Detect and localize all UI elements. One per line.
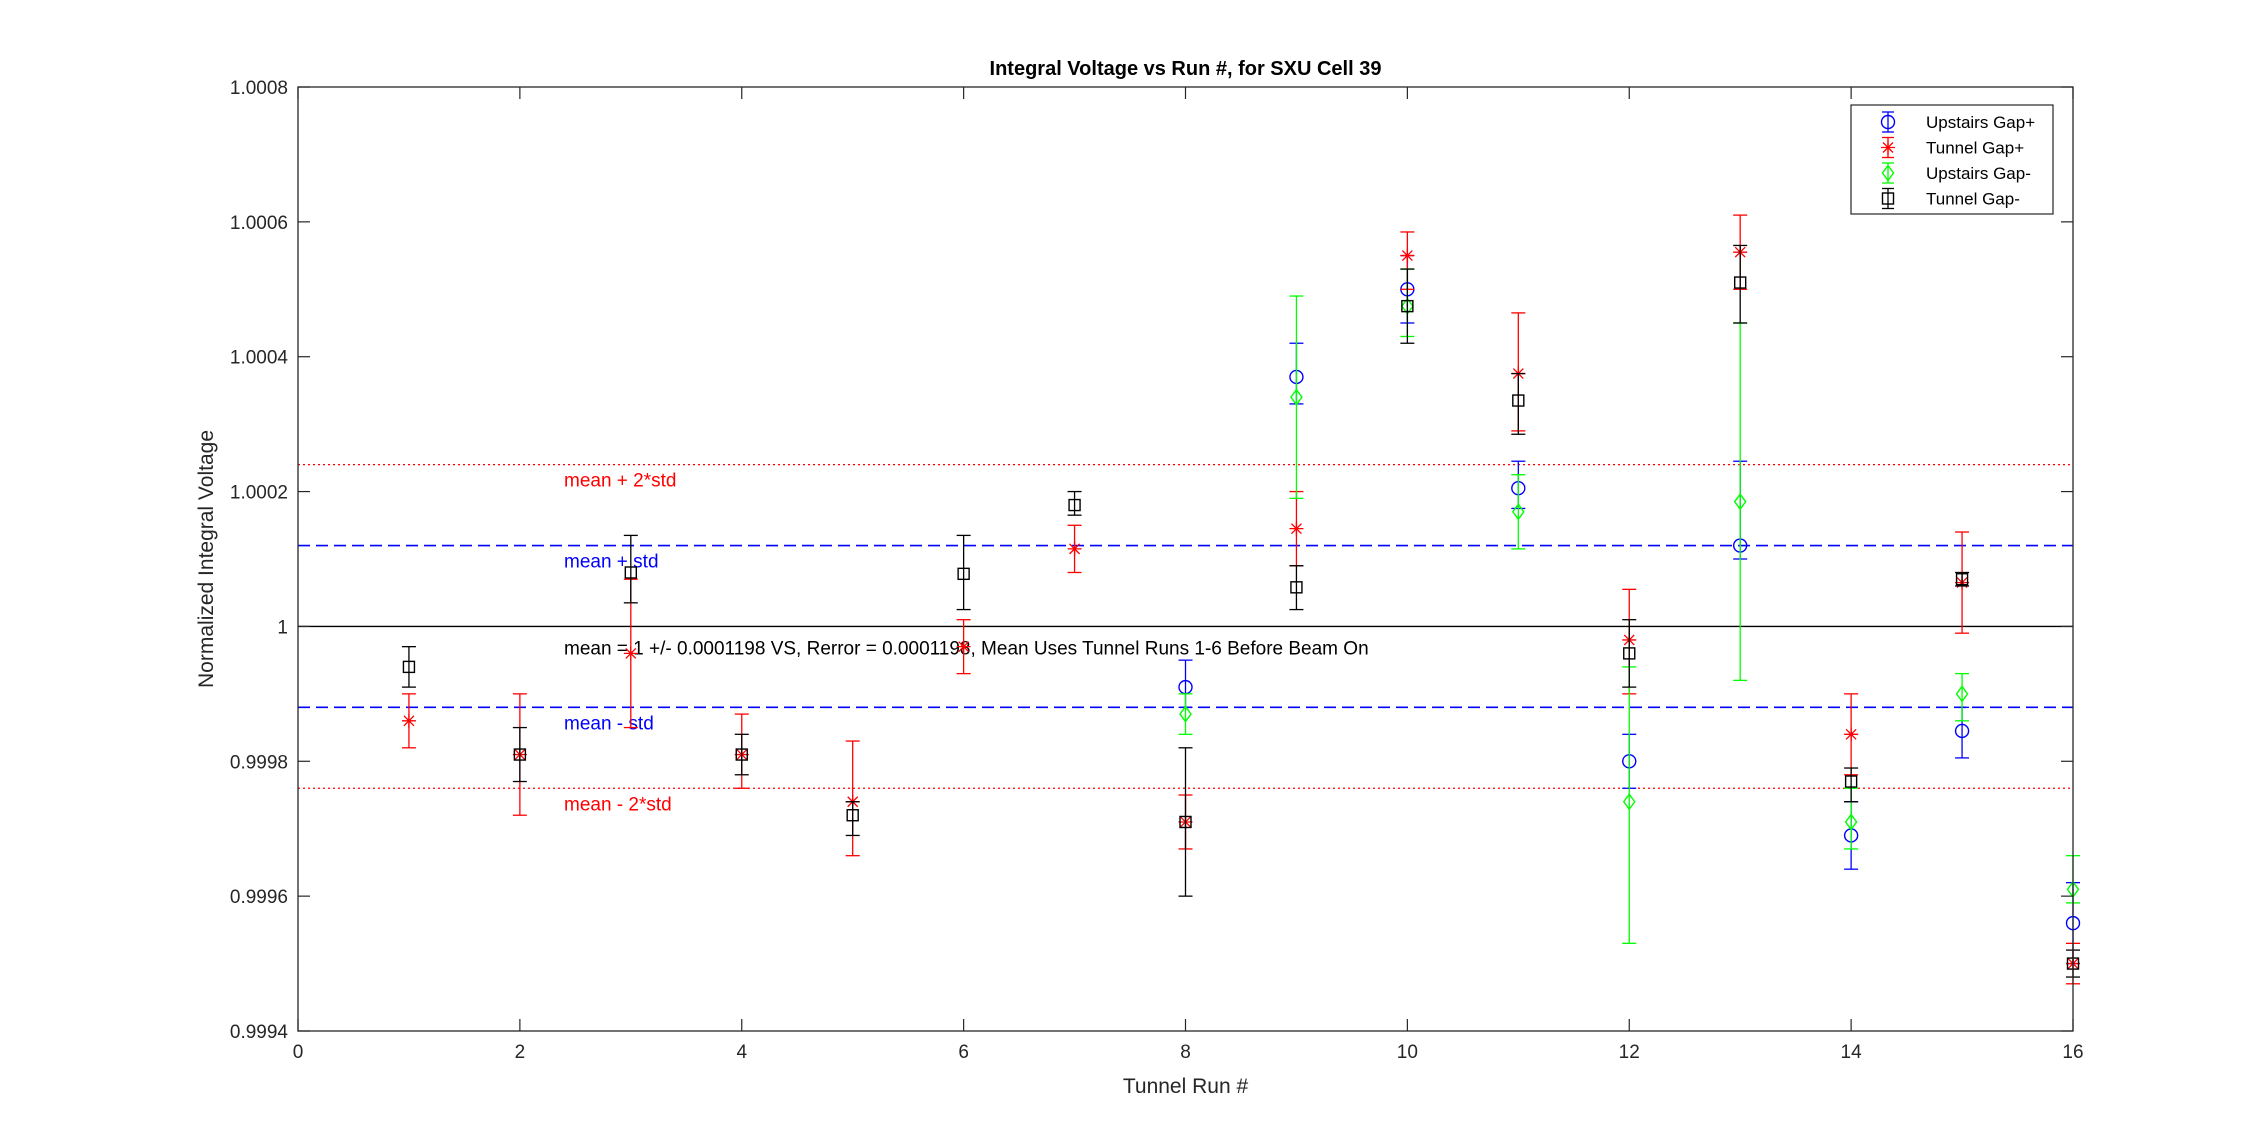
data-point bbox=[402, 660, 416, 674]
data-point bbox=[1401, 299, 1414, 313]
data-point bbox=[1179, 815, 1192, 829]
legend: Upstairs Gap+ Tunnel Gap+ Upstairs Gap- Tun… bbox=[1850, 104, 2054, 215]
y-tick-label: 0.9994 bbox=[230, 1022, 289, 1043]
legend-label: Tunnel Gap+ bbox=[1926, 139, 2024, 158]
data-point bbox=[957, 567, 970, 581]
y-tick-label: 0.9996 bbox=[230, 887, 288, 908]
chart-title: Integral Voltage vs Run #, for SXU Cell … bbox=[990, 58, 1382, 80]
data-point bbox=[1623, 647, 1636, 660]
data-point bbox=[624, 566, 638, 579]
x-tick-label: 12 bbox=[1619, 1042, 1640, 1063]
reference-line-label: mean + std bbox=[564, 552, 659, 573]
data-point bbox=[1954, 723, 1970, 739]
series-tunnel-gap- bbox=[401, 214, 2080, 985]
y-tick-label: 0.9998 bbox=[230, 752, 288, 773]
x-axis-ticks: 0 2 4 6 8 10 12 14 16 bbox=[293, 87, 2084, 1063]
series-tunnel-gap- bbox=[401, 244, 2080, 978]
data-point bbox=[1844, 813, 1858, 831]
data-point bbox=[1511, 503, 1525, 521]
data-point bbox=[1733, 493, 1747, 511]
x-tick-label: 0 bbox=[293, 1042, 304, 1063]
x-tick-label: 2 bbox=[515, 1042, 526, 1063]
x-tick-label: 14 bbox=[1841, 1042, 1863, 1063]
data-point bbox=[1068, 498, 1081, 512]
data-point bbox=[1179, 705, 1192, 723]
reference-lines bbox=[298, 464, 2073, 789]
legend-box bbox=[1850, 104, 2054, 215]
data-point bbox=[1622, 793, 1636, 811]
data-point bbox=[623, 646, 638, 661]
y-tick-label: 1 bbox=[277, 617, 288, 638]
data-point bbox=[1733, 276, 1747, 289]
data-point bbox=[1881, 192, 1895, 205]
data-point bbox=[1290, 581, 1303, 594]
data-point bbox=[846, 809, 859, 822]
data-point bbox=[1881, 140, 1895, 155]
data-point bbox=[1290, 388, 1303, 406]
data-point bbox=[1955, 685, 1969, 703]
x-tick-label: 16 bbox=[2062, 1042, 2083, 1063]
data-point bbox=[1512, 394, 1525, 407]
data-point bbox=[956, 639, 971, 654]
data-point bbox=[1844, 775, 1858, 788]
legend-label: Upstairs Gap+ bbox=[1926, 113, 2035, 132]
y-tick-label: 1.0002 bbox=[230, 483, 288, 504]
data-point bbox=[1881, 164, 1895, 182]
data-point bbox=[735, 748, 748, 761]
data-point bbox=[1844, 727, 1859, 742]
reference-line-label: mean - 2*std bbox=[564, 794, 672, 815]
y-axis-ticks: 0.9994 0.9996 0.9998 1 1.0002 1.0004 1.0006 1.0… bbox=[230, 78, 2073, 1043]
reference-line-label: mean + 2*std bbox=[564, 471, 677, 492]
x-tick-label: 4 bbox=[736, 1042, 747, 1063]
x-tick-label: 10 bbox=[1397, 1042, 1418, 1063]
y-axis-label: Normalized Integral Voltage bbox=[195, 430, 218, 688]
reference-line-label: mean - std bbox=[564, 713, 654, 734]
data-point bbox=[1955, 573, 1969, 586]
data-point bbox=[513, 748, 527, 761]
x-tick-label: 6 bbox=[958, 1042, 969, 1063]
legend-label: Tunnel Gap- bbox=[1926, 190, 2020, 209]
y-tick-label: 1.0008 bbox=[230, 78, 288, 99]
data-point bbox=[1880, 114, 1896, 130]
data-point bbox=[1289, 521, 1304, 536]
legend-label: Upstairs Gap- bbox=[1926, 164, 2031, 183]
data-series bbox=[401, 214, 2081, 985]
data-point bbox=[1400, 248, 1415, 263]
data-point bbox=[401, 713, 416, 728]
x-tick-label: 8 bbox=[1180, 1042, 1191, 1063]
y-tick-label: 1.0006 bbox=[230, 213, 288, 234]
x-axis-label: Tunnel Run # bbox=[1123, 1075, 1249, 1098]
y-tick-label: 1.0004 bbox=[230, 348, 289, 369]
data-point bbox=[1067, 541, 1082, 556]
